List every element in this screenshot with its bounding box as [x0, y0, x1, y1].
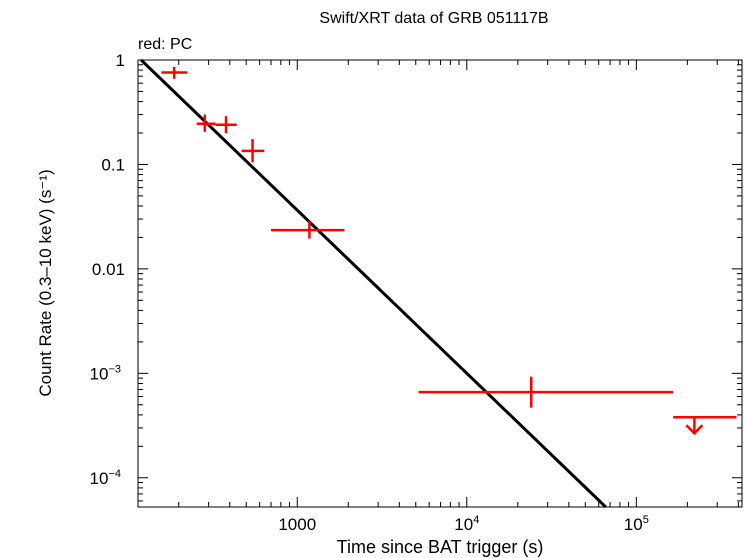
model-line — [140, 58, 607, 509]
y-tick-label: 0.1 — [101, 155, 125, 174]
y-tick-labels: 1 0.1 0.01 10−3 10−4 — [90, 51, 125, 488]
axis-ticks — [138, 59, 742, 507]
data-point — [270, 220, 345, 239]
data-point — [196, 114, 216, 132]
plot-frame — [137, 59, 743, 508]
data-point — [418, 376, 674, 408]
x-tick-label: 1000 — [278, 515, 316, 534]
model-curve — [140, 58, 607, 509]
data-point — [215, 116, 237, 134]
chart-subtitle: red: PC — [138, 36, 192, 53]
y-tick-label: 1 — [116, 51, 125, 70]
x-axis-label: Time since BAT trigger (s) — [337, 537, 544, 557]
y-tick-label: 10−4 — [90, 468, 121, 488]
upper-limit-arrow — [685, 424, 704, 435]
x-tick-label: 105 — [624, 514, 649, 534]
data-points — [161, 66, 737, 435]
y-tick-label: 10−3 — [90, 363, 121, 383]
data-point — [241, 139, 265, 163]
chart-title: Swift/XRT data of GRB 051117B — [319, 10, 548, 27]
x-tick-labels: 1000 104 105 — [278, 514, 649, 534]
data-point — [161, 66, 188, 79]
x-tick-label: 104 — [454, 514, 479, 534]
y-axis-label: Count Rate (0.3–10 keV) (s⁻¹) — [36, 169, 55, 396]
upper-limit-point — [673, 415, 737, 435]
y-tick-label: 0.01 — [92, 260, 125, 279]
